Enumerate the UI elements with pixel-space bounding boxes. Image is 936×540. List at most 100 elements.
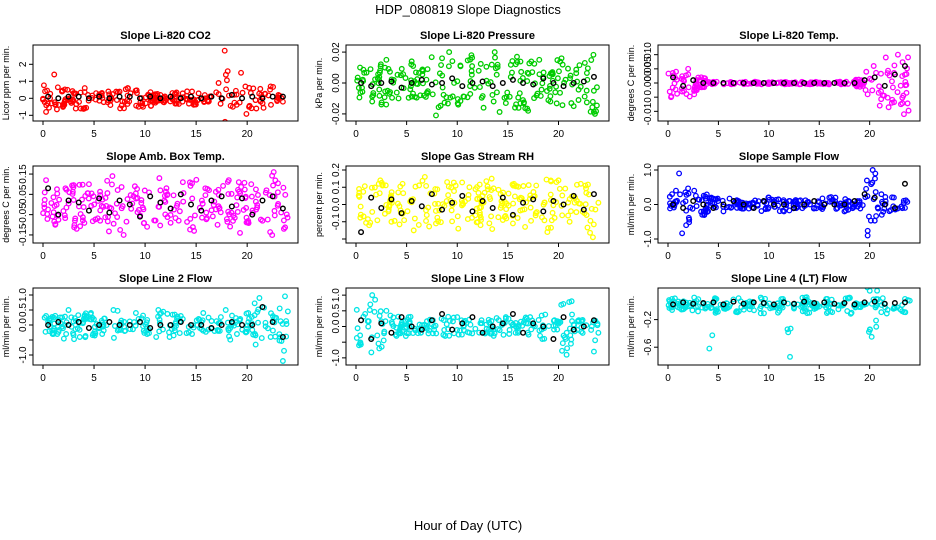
hourly-point	[901, 180, 908, 187]
data-point	[514, 215, 521, 221]
data-point	[781, 208, 787, 215]
data-point	[234, 331, 240, 337]
data-point	[891, 62, 898, 69]
data-point	[422, 93, 429, 100]
data-point	[65, 307, 72, 313]
data-point	[274, 189, 281, 196]
hourly-point	[499, 320, 506, 327]
panel-frame	[32, 44, 299, 122]
data-point	[225, 325, 232, 332]
data-point	[133, 90, 140, 97]
data-point	[495, 214, 502, 221]
data-point	[491, 49, 498, 56]
data-point	[527, 314, 534, 321]
data-point	[141, 330, 148, 336]
hourly-point	[157, 95, 164, 102]
data-point	[251, 312, 258, 319]
data-point	[869, 167, 876, 173]
data-point	[124, 85, 131, 92]
data-point	[449, 58, 456, 65]
hourly-point	[177, 319, 184, 326]
data-point	[102, 195, 109, 201]
data-point	[876, 102, 883, 109]
data-point	[503, 93, 510, 100]
data-point	[890, 194, 897, 201]
data-point	[166, 329, 172, 336]
hourly-point	[167, 205, 174, 212]
data-point	[237, 229, 243, 236]
data-point	[708, 304, 715, 311]
data-point	[765, 205, 771, 212]
hourly-point	[770, 79, 777, 86]
data-point	[882, 194, 889, 200]
data-point	[280, 217, 287, 224]
data-point	[98, 90, 105, 96]
data-point	[217, 209, 224, 216]
panel-ylabel: Licor ppm per min.	[1, 46, 11, 121]
data-point	[522, 223, 529, 230]
panel-frame	[32, 165, 299, 244]
hourly-point	[116, 93, 123, 100]
data-point	[376, 345, 383, 352]
hourly-point	[560, 201, 567, 208]
data-point	[431, 326, 438, 333]
data-point	[228, 190, 235, 197]
data-point	[528, 217, 534, 224]
data-point	[251, 300, 258, 307]
data-point	[858, 77, 865, 84]
data-point	[216, 327, 223, 334]
hourly-point	[218, 322, 225, 329]
data-point	[549, 209, 556, 216]
data-point	[407, 83, 414, 90]
data-point	[563, 329, 570, 336]
data-point	[385, 65, 392, 72]
data-point	[361, 69, 368, 76]
data-point	[676, 170, 683, 177]
data-point	[584, 65, 591, 72]
data-point	[223, 86, 230, 93]
hourly-point	[45, 93, 52, 100]
data-point	[220, 182, 227, 189]
data-point	[185, 100, 192, 107]
data-point	[155, 313, 162, 320]
data-point	[557, 89, 563, 96]
data-point	[403, 323, 410, 330]
data-point	[475, 67, 482, 74]
hourly-point	[249, 93, 256, 100]
data-point	[276, 331, 283, 338]
data-point	[124, 196, 131, 203]
data-point	[566, 299, 573, 305]
data-point	[362, 311, 369, 317]
x-tick-label: 10	[140, 251, 152, 262]
hourly-point	[449, 75, 456, 82]
panel-ylabel: kPa per min.	[314, 58, 324, 109]
hourly-point	[75, 93, 82, 100]
data-point	[51, 71, 58, 78]
data-point	[901, 111, 907, 118]
hourly-point	[780, 299, 787, 306]
hourly-point	[570, 79, 577, 86]
data-point	[368, 349, 375, 356]
data-point	[448, 184, 455, 191]
data-point	[863, 185, 870, 192]
data-point	[202, 328, 209, 335]
hourly-point	[449, 326, 456, 333]
data-point	[98, 203, 105, 209]
data-point	[254, 192, 261, 198]
hourly-point	[85, 207, 92, 214]
data-point	[518, 68, 525, 75]
data-point	[485, 186, 491, 193]
data-point	[525, 70, 532, 77]
data-point	[574, 326, 581, 333]
y-tick-label: -0.02	[331, 102, 342, 125]
data-point	[587, 229, 594, 236]
panel-title: Slope Line 4 (LT) Flow	[731, 273, 847, 285]
hourly-point	[690, 300, 697, 307]
data-point	[88, 202, 95, 209]
data-point	[245, 319, 252, 326]
data-point	[110, 307, 117, 313]
data-point	[407, 86, 414, 93]
data-point	[234, 208, 241, 215]
data-point	[361, 183, 368, 190]
